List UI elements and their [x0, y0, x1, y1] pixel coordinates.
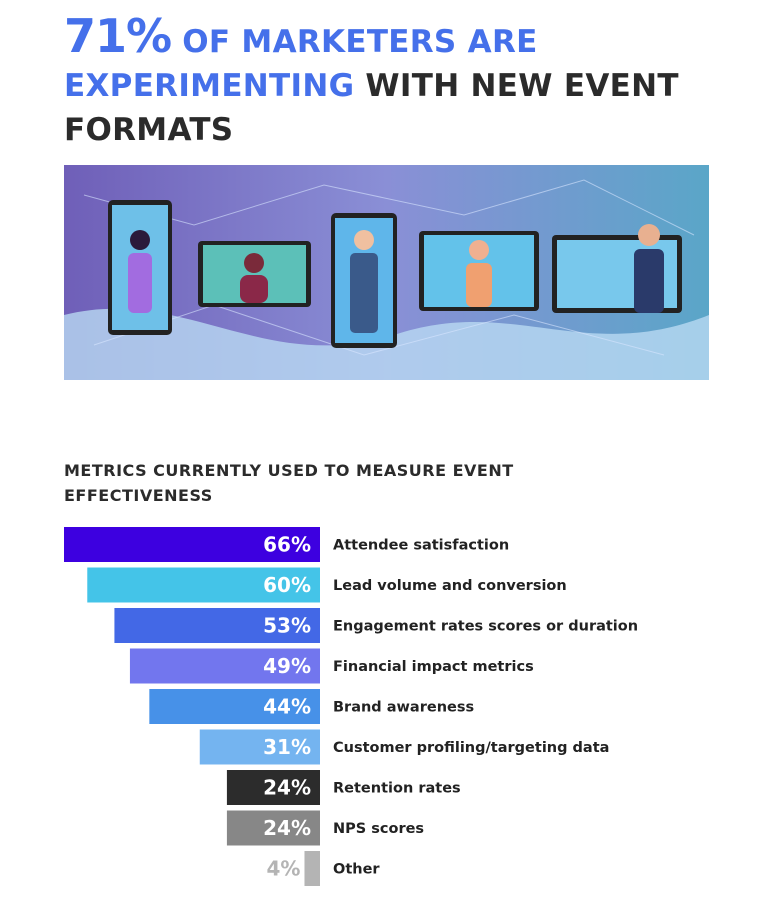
headline-part3: WITH NEW EVENT FORMATS — [64, 68, 679, 148]
bar — [129, 648, 320, 684]
bar-value-label: 66% — [263, 533, 311, 557]
bar — [199, 729, 320, 765]
bar-value-label: 24% — [263, 816, 311, 840]
bar-value-label: 44% — [263, 695, 311, 719]
headline-stat: 71% — [64, 9, 172, 63]
bar-category-label: Engagement rates scores or duration — [333, 619, 638, 635]
bar-category-label: Retention rates — [333, 781, 461, 797]
bar-category-label: Lead volume and conversion — [333, 578, 567, 594]
bar-value-label: 49% — [263, 654, 311, 678]
headline-part2: EXPERIMENTING — [64, 68, 355, 104]
bar — [226, 770, 320, 805]
bar-category-label: Customer profiling/targeting data — [333, 740, 609, 756]
bar-category-label: Attendee satisfaction — [333, 538, 509, 554]
headline-part1: OF MARKETERS ARE — [182, 24, 538, 60]
virtual-event-illustration — [64, 165, 709, 380]
headline: 71% OF MARKETERS ARE EXPERIMENTING WITH … — [64, 13, 724, 152]
bar-category-label: Brand awareness — [333, 700, 474, 716]
bar-value-label: 31% — [263, 735, 311, 759]
bar-value-label: 60% — [263, 573, 311, 597]
bar-category-label: Other — [333, 862, 380, 878]
bar-value-label: 53% — [263, 614, 311, 638]
bar — [87, 567, 320, 603]
bar — [304, 851, 320, 886]
chart-title: METRICS CURRENTLY USED TO MEASURE EVENT … — [64, 461, 514, 505]
bar-value-label: 4% — [267, 857, 301, 881]
bar-category-label: Financial impact metrics — [333, 659, 534, 675]
bar — [149, 689, 320, 724]
bar-value-label: 24% — [263, 776, 311, 800]
bar — [114, 608, 320, 643]
bar-category-label: NPS scores — [333, 821, 424, 837]
bar — [226, 810, 320, 846]
bar — [64, 527, 320, 562]
